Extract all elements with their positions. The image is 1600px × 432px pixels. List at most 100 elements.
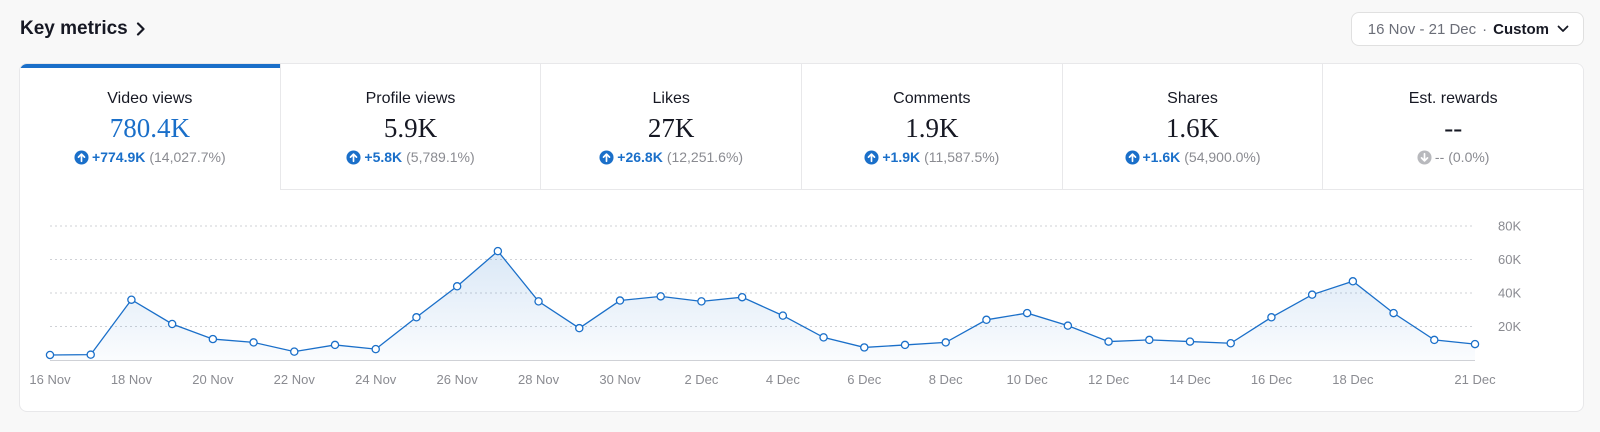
tab-label: Likes bbox=[652, 90, 690, 107]
chevron-right-icon bbox=[136, 22, 145, 36]
change-delta: +1.9K bbox=[882, 149, 921, 165]
data-point bbox=[127, 295, 136, 304]
data-point bbox=[778, 311, 788, 320]
y-tick-label: 40K bbox=[1498, 286, 1521, 301]
x-tick-label: 6 Dec bbox=[847, 372, 881, 387]
data-point bbox=[208, 334, 218, 344]
x-tick-label: 24 Nov bbox=[355, 372, 397, 387]
change-percent: (0.0%) bbox=[1448, 149, 1490, 165]
change-percent: (5,789.1%) bbox=[406, 149, 475, 165]
x-tick-label: 16 Dec bbox=[1251, 372, 1293, 387]
data-point bbox=[330, 340, 340, 350]
data-point bbox=[1267, 313, 1276, 322]
x-tick-label: 8 Dec bbox=[929, 372, 963, 387]
x-tick-label: 28 Nov bbox=[518, 372, 560, 387]
x-tick-label: 26 Nov bbox=[437, 372, 479, 387]
metric-value: -- bbox=[1444, 113, 1463, 143]
data-point bbox=[656, 292, 665, 301]
data-point bbox=[1307, 290, 1317, 299]
change-delta: +26.8K bbox=[617, 149, 663, 165]
arrow-up-circle-icon bbox=[864, 149, 879, 165]
data-point bbox=[1063, 321, 1073, 330]
series-line bbox=[49, 250, 1476, 356]
tab-comments[interactable]: Comments 1.9K +1.9K (11,587.5%) bbox=[801, 64, 1062, 190]
change-percent: (12,251.6%) bbox=[666, 149, 744, 165]
data-point bbox=[1185, 337, 1195, 346]
change-percent: (11,587.5%) bbox=[924, 149, 1000, 165]
date-separator: · bbox=[1482, 20, 1488, 38]
data-point bbox=[941, 338, 950, 347]
metric-value: 1.9K bbox=[905, 113, 959, 143]
data-point bbox=[371, 344, 380, 354]
video-views-chart: 20K 40K 60K 80K 16 Nov 18 Nov 20 Nov 22 Nov 24 N… bbox=[20, 190, 1583, 411]
metrics-card: Video views 780.4K +774.9K (14,027.7%) Profi… bbox=[19, 63, 1584, 412]
tab-label: Comments bbox=[893, 90, 971, 107]
tab-label: Video views bbox=[107, 90, 193, 107]
arrow-down-circle-icon bbox=[1417, 149, 1432, 165]
metric-change: +774.9K (14,027.7%) bbox=[74, 149, 226, 165]
tab-label: Shares bbox=[1167, 90, 1218, 107]
x-tick-label: 20 Nov bbox=[192, 372, 234, 387]
data-point bbox=[534, 297, 543, 306]
tab-label: Est. rewards bbox=[1408, 90, 1498, 107]
change-delta: +5.8K bbox=[364, 149, 403, 165]
arrow-up-circle-icon bbox=[346, 149, 361, 165]
data-point bbox=[249, 338, 258, 347]
tab-est-rewards[interactable]: Est. rewards -- -- (0.0%) bbox=[1322, 64, 1583, 190]
page-title: Key metrics bbox=[20, 18, 128, 39]
chevron-down-icon bbox=[1557, 25, 1569, 32]
x-tick-label: 21 Dec bbox=[1454, 372, 1496, 387]
data-point bbox=[1145, 335, 1154, 345]
data-point bbox=[493, 246, 503, 256]
change-percent: (54,900.0%) bbox=[1184, 149, 1261, 165]
data-point bbox=[290, 347, 299, 356]
arrow-up-circle-icon bbox=[1124, 149, 1140, 165]
data-point bbox=[819, 333, 828, 342]
metric-tabs: Video views 780.4K +774.9K (14,027.7%) Profi… bbox=[20, 64, 1583, 190]
data-point bbox=[1226, 338, 1235, 348]
x-tick-label: 2 Dec bbox=[684, 372, 718, 387]
arrow-up-circle-icon bbox=[74, 149, 89, 165]
metric-value: 1.6K bbox=[1165, 113, 1220, 143]
key-metrics-link[interactable]: Key metrics bbox=[20, 18, 146, 40]
tab-video-views[interactable]: Video views 780.4K +774.9K (14,027.7%) bbox=[20, 64, 280, 190]
data-point bbox=[1104, 337, 1113, 346]
data-point bbox=[982, 315, 991, 325]
data-point bbox=[1022, 308, 1032, 318]
data-point bbox=[575, 323, 584, 333]
tab-shares[interactable]: Shares 1.6K +1.6K (54,900.0%) bbox=[1061, 64, 1323, 190]
x-tick-label: 12 Dec bbox=[1088, 372, 1130, 387]
x-tick-label: 10 Dec bbox=[1007, 372, 1049, 387]
x-tick-label: 30 Nov bbox=[599, 372, 641, 387]
change-delta: +1.6K bbox=[1142, 149, 1181, 165]
tab-likes[interactable]: Likes 27K +26.8K (12,251.6%) bbox=[540, 64, 802, 190]
tab-profile-views[interactable]: Profile views 5.9K +5.8K (5,789.1%) bbox=[279, 64, 541, 190]
date-range-text: 16 Nov - 21 Dec bbox=[1367, 20, 1477, 38]
data-point bbox=[900, 340, 910, 350]
metric-value: 780.4K bbox=[109, 113, 190, 143]
metric-change: -- (0.0%) bbox=[1417, 149, 1490, 165]
x-tick-label: 4 Dec bbox=[766, 372, 800, 387]
change-delta: +774.9K bbox=[92, 149, 146, 165]
y-tick-label: 60K bbox=[1498, 252, 1521, 267]
x-tick-label: 22 Nov bbox=[274, 372, 316, 387]
arrow-up-circle-icon bbox=[599, 149, 614, 165]
date-range-selector[interactable]: 16 Nov - 21 Dec · Custom bbox=[1350, 12, 1584, 46]
data-point bbox=[1389, 308, 1398, 318]
data-point bbox=[412, 313, 421, 322]
x-tick-label: 18 Nov bbox=[111, 372, 153, 387]
chart-svg: 20K 40K 60K 80K 16 Nov 18 Nov 20 Nov 22 Nov 24 N… bbox=[29, 219, 1521, 388]
data-point bbox=[860, 343, 869, 352]
date-mode-label: Custom bbox=[1493, 20, 1549, 38]
header: Key metrics 16 Nov - 21 Dec · Custom bbox=[20, 12, 1584, 46]
data-point bbox=[86, 350, 95, 359]
change-percent: (14,027.7%) bbox=[149, 149, 226, 165]
tab-label: Profile views bbox=[365, 90, 456, 107]
metric-value: 5.9K bbox=[383, 113, 438, 143]
y-tick-label: 20K bbox=[1498, 319, 1521, 334]
change-delta: -- bbox=[1434, 149, 1445, 165]
x-tick-label: 18 Dec bbox=[1332, 372, 1374, 387]
data-point bbox=[615, 296, 625, 305]
data-point bbox=[737, 292, 747, 302]
data-point bbox=[1348, 277, 1358, 286]
